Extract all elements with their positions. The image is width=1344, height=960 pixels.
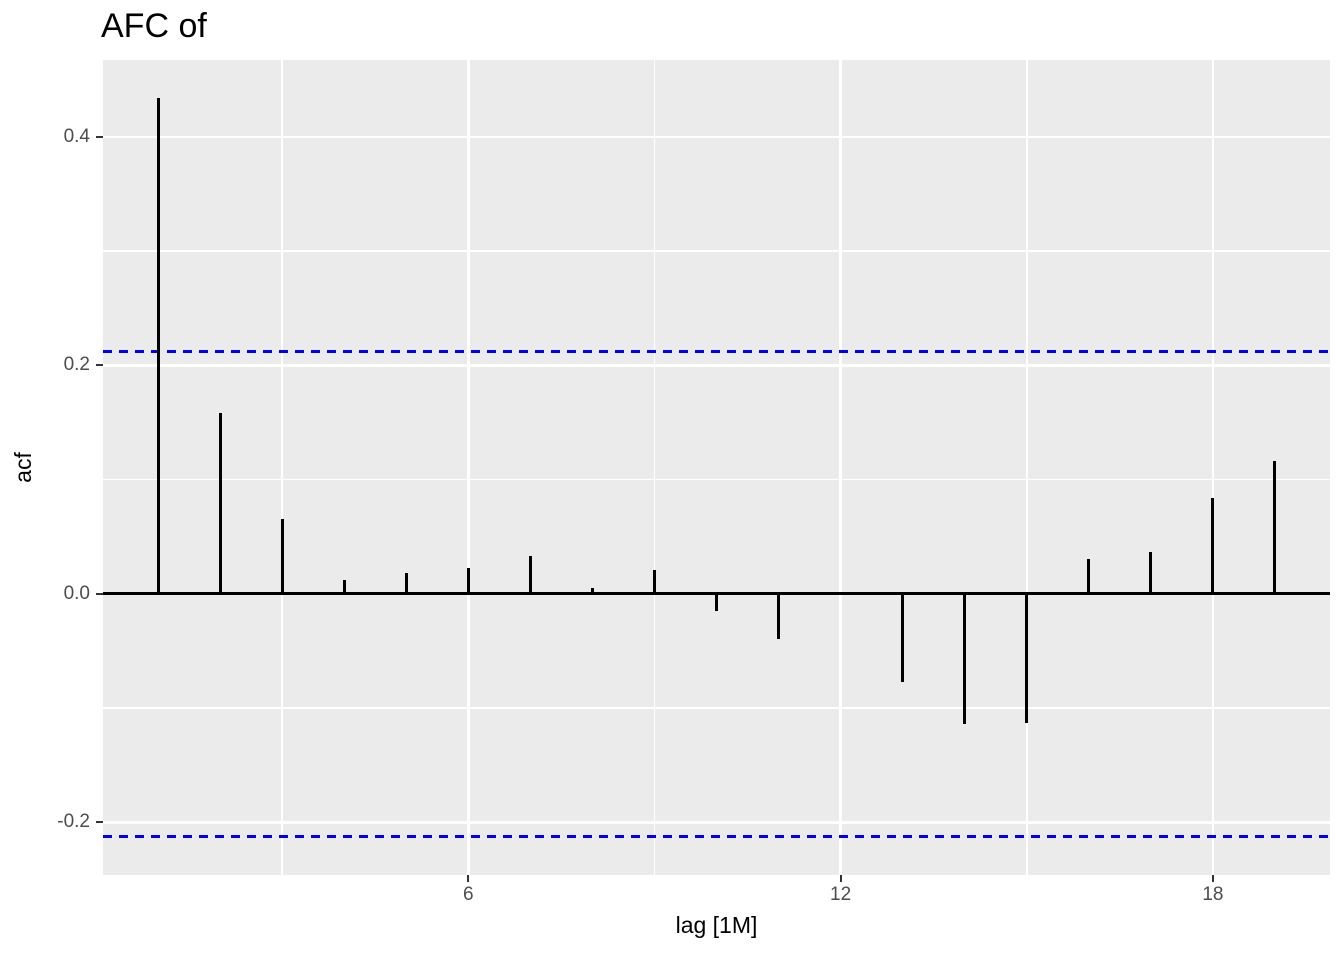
gridline-minor-horizontal: [103, 478, 1330, 481]
acf-spike: [963, 593, 967, 725]
y-tick-label: 0.2: [63, 354, 90, 376]
acf-spike: [1273, 461, 1277, 594]
acf-spike: [715, 593, 718, 612]
x-tick-mark: [839, 875, 842, 882]
y-tick-mark: [96, 821, 103, 824]
gridline-minor-horizontal: [103, 707, 1330, 709]
acf-spike: [528, 556, 532, 594]
x-tick-label: 18: [1202, 884, 1224, 905]
acf-spike: [1149, 551, 1153, 594]
gridline-major-horizontal: [103, 135, 1330, 139]
gridline-minor-vertical: [281, 60, 283, 875]
acf-spike: [218, 413, 222, 594]
acf-spike: [342, 580, 346, 594]
acf-spike: [466, 567, 470, 594]
acf-spike: [777, 593, 781, 639]
y-tick-mark: [96, 592, 103, 595]
acf-spike: [652, 569, 656, 594]
y-tick-label: 0.0: [63, 582, 90, 604]
gridline-minor-vertical: [1026, 60, 1028, 875]
gridline-major-horizontal: [103, 821, 1330, 824]
acf-spike: [590, 588, 594, 594]
x-tick-mark: [467, 875, 470, 882]
y-axis-title-wrap: acf: [0, 60, 46, 875]
gridline-minor-vertical: [653, 60, 656, 875]
gridline-minor-horizontal: [103, 250, 1330, 252]
acf-spike: [1025, 593, 1029, 724]
x-axis-title: lag [1M]: [675, 912, 758, 938]
y-tick-label: 0.4: [63, 125, 90, 147]
acf-spike: [280, 518, 284, 594]
acf-spike: [1211, 498, 1215, 594]
acf-spike: [1087, 558, 1091, 594]
gridline-major-vertical: [839, 60, 842, 875]
x-tick-mark: [1211, 875, 1214, 882]
acf-spike: [901, 593, 905, 682]
gridline-major-vertical: [467, 60, 470, 875]
y-axis-title: acf: [9, 452, 36, 483]
gridline-major-horizontal: [103, 364, 1330, 367]
plot-panel: [103, 60, 1330, 875]
confidence-line-lower: [103, 834, 1330, 838]
x-tick-label: 12: [830, 884, 852, 905]
acf-spike: [404, 573, 408, 594]
y-tick-mark: [96, 135, 103, 138]
confidence-line-upper: [103, 350, 1330, 354]
acf-spike: [156, 98, 160, 594]
gridline-major-vertical: [1211, 60, 1215, 875]
plot-title: AFC of: [101, 7, 207, 45]
y-tick-mark: [96, 364, 103, 367]
x-tick-label: 6: [462, 884, 474, 905]
y-tick-label: -0.2: [57, 811, 90, 833]
zero-line: [103, 592, 1330, 596]
